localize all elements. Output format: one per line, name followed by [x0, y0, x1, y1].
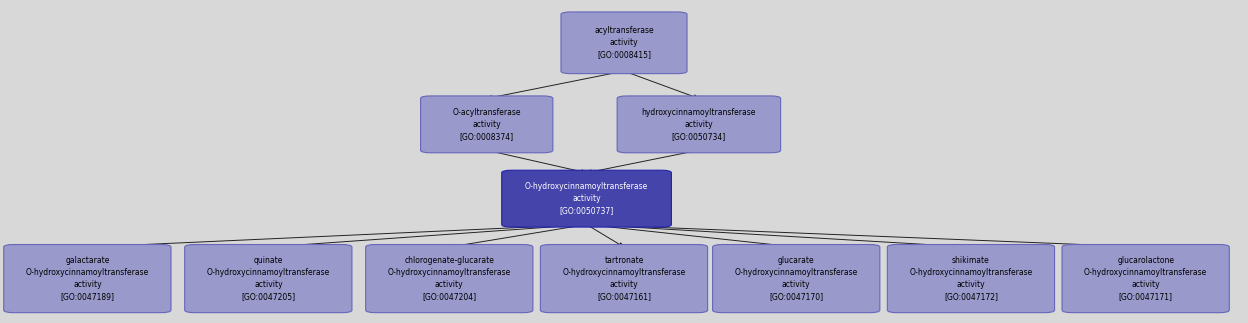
Text: glucarolactone
O-hydroxycinnamoyltransferase
activity
[GO:0047171]: glucarolactone O-hydroxycinnamoyltransfe…: [1085, 256, 1207, 301]
FancyBboxPatch shape: [562, 12, 686, 74]
Text: acyltransferase
activity
[GO:0008415]: acyltransferase activity [GO:0008415]: [594, 26, 654, 59]
Text: quinate
O-hydroxycinnamoyltransferase
activity
[GO:0047205]: quinate O-hydroxycinnamoyltransferase ac…: [207, 256, 329, 301]
Text: O-acyltransferase
activity
[GO:0008374]: O-acyltransferase activity [GO:0008374]: [453, 108, 520, 141]
Text: glucarate
O-hydroxycinnamoyltransferase
activity
[GO:0047170]: glucarate O-hydroxycinnamoyltransferase …: [735, 256, 857, 301]
FancyBboxPatch shape: [540, 245, 708, 313]
FancyBboxPatch shape: [4, 245, 171, 313]
Text: chlorogenate-glucarate
O-hydroxycinnamoyltransferase
activity
[GO:0047204]: chlorogenate-glucarate O-hydroxycinnamoy…: [388, 256, 510, 301]
Text: tartronate
O-hydroxycinnamoyltransferase
activity
[GO:0047161]: tartronate O-hydroxycinnamoyltransferase…: [563, 256, 685, 301]
FancyBboxPatch shape: [421, 96, 553, 153]
FancyBboxPatch shape: [887, 245, 1055, 313]
FancyBboxPatch shape: [1062, 245, 1229, 313]
Text: galactarate
O-hydroxycinnamoyltransferase
activity
[GO:0047189]: galactarate O-hydroxycinnamoyltransferas…: [26, 256, 149, 301]
FancyBboxPatch shape: [618, 96, 781, 153]
FancyBboxPatch shape: [366, 245, 533, 313]
FancyBboxPatch shape: [713, 245, 880, 313]
Text: hydroxycinnamoyltransferase
activity
[GO:0050734]: hydroxycinnamoyltransferase activity [GO…: [641, 108, 756, 141]
FancyBboxPatch shape: [502, 170, 671, 227]
FancyBboxPatch shape: [185, 245, 352, 313]
Text: O-hydroxycinnamoyltransferase
activity
[GO:0050737]: O-hydroxycinnamoyltransferase activity […: [525, 182, 648, 215]
Text: shikimate
O-hydroxycinnamoyltransferase
activity
[GO:0047172]: shikimate O-hydroxycinnamoyltransferase …: [910, 256, 1032, 301]
